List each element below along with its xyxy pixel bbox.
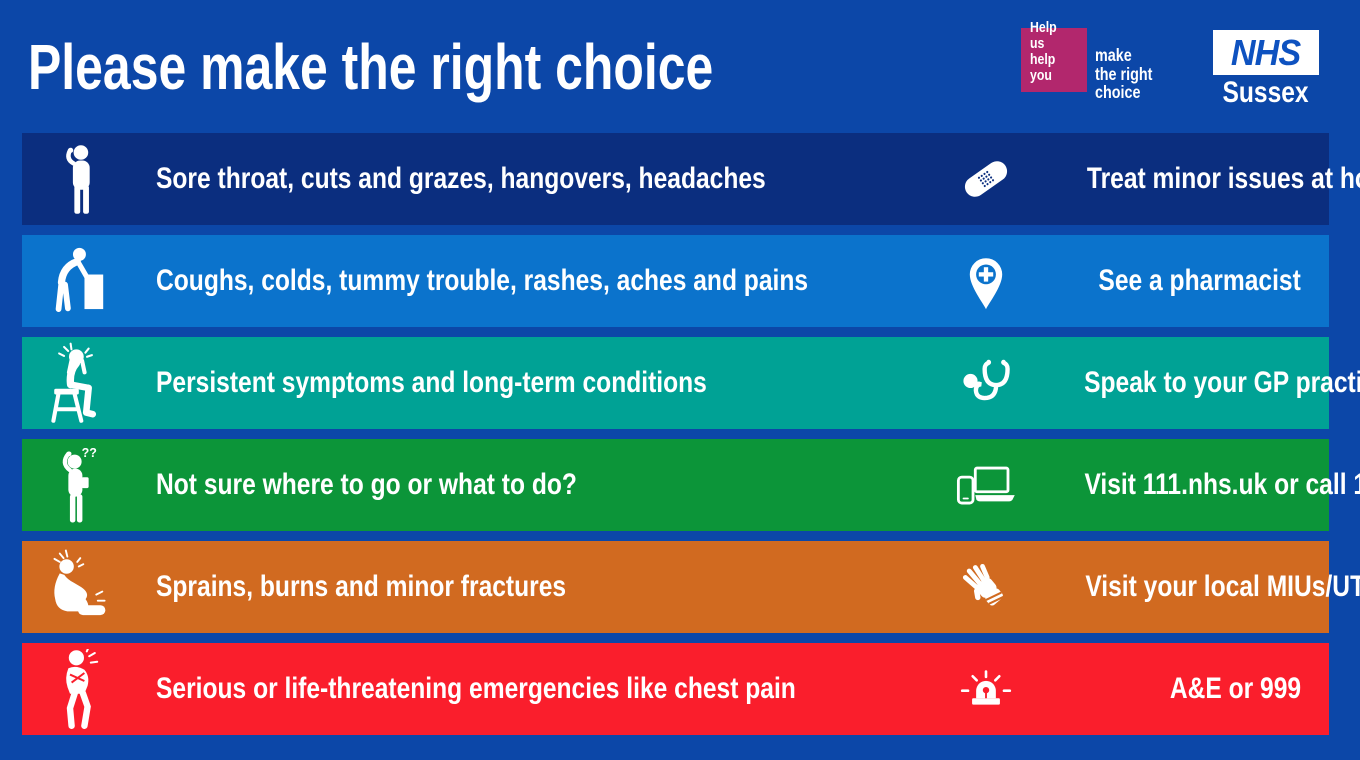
help-us-badge: Help us help you: [1021, 20, 1087, 92]
symptom-text: Sore throat, cuts and grazes, hangovers,…: [156, 162, 766, 195]
symptom-text: Sprains, burns and minor fractures: [156, 570, 567, 603]
siren-icon: [955, 660, 1017, 718]
row-ae-999: Serious or life-threatening emergencies …: [22, 643, 1329, 735]
header: Please make the right choice Help us hel…: [0, 0, 1360, 133]
action-text: A&E or 999: [1169, 672, 1301, 705]
symptom-text: Persistent symptoms and long-term condit…: [156, 366, 707, 399]
stethoscope-icon: [955, 355, 1017, 411]
action-text: Speak to your GP practice: [1084, 366, 1360, 399]
devices-icon: [955, 459, 1017, 511]
person-leg-injury-icon: [22, 549, 134, 625]
nhs-logo-letters: NHS: [1231, 31, 1301, 73]
action-text: Visit 111.nhs.uk or call 111: [1084, 468, 1360, 501]
row-gp-practice: Persistent symptoms and long-term condit…: [22, 337, 1360, 429]
action-text: Visit your local MIUs/UTCs: [1085, 570, 1360, 603]
symptom-text: Serious or life-threatening emergencies …: [156, 672, 796, 705]
row-miu-utc: Sprains, burns and minor fractures V: [22, 541, 1360, 633]
campaign-tagline: make the right choice: [1095, 45, 1153, 102]
choice-rows: Sore throat, cuts and grazes, hangovers,…: [0, 133, 1360, 735]
action-text: See a pharmacist: [1098, 264, 1301, 297]
action-text: Treat minor issues at home: [1086, 162, 1360, 195]
nhs-logo: NHS: [1213, 30, 1319, 75]
person-unsure-icon: ??: [22, 446, 134, 524]
person-sore-throat-icon: [22, 143, 134, 216]
symptom-text: Not sure where to go or what to do?: [156, 468, 577, 501]
pharmacy-pin-icon: [955, 251, 1017, 311]
row-treat-at-home: Sore throat, cuts and grazes, hangovers,…: [22, 133, 1360, 225]
page-title: Please make the right choice: [28, 31, 714, 103]
symptom-text: Coughs, colds, tummy trouble, rashes, ac…: [156, 264, 809, 297]
person-chest-pain-icon: [22, 649, 134, 729]
person-coughing-icon: [22, 245, 134, 317]
person-head-in-hands-icon: [22, 342, 134, 424]
question-marks: ??: [81, 446, 96, 460]
nhs-region-label: Sussex: [1222, 76, 1310, 109]
bandaged-hand-icon: [955, 557, 1017, 617]
help-us-badge-text: Help us help you: [1030, 19, 1057, 84]
row-pharmacist: Coughs, colds, tummy trouble, rashes, ac…: [22, 235, 1329, 327]
row-nhs-111: ?? Not sure where to go or what to do?: [22, 439, 1360, 531]
plaster-icon: [955, 151, 1017, 207]
